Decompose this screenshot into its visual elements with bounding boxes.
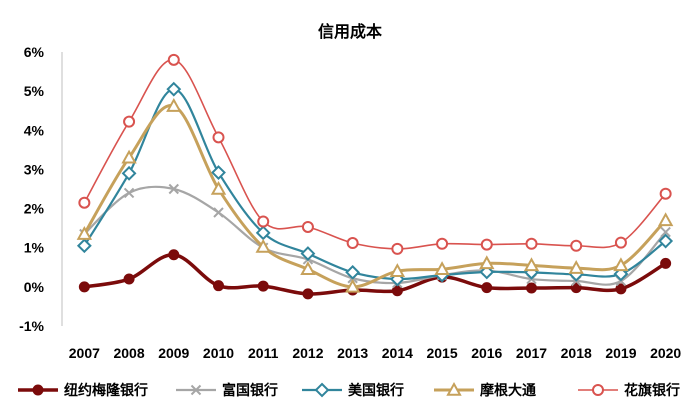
legend-item: 纽约梅隆银行	[18, 382, 148, 398]
data-point	[121, 165, 137, 181]
data-point	[123, 187, 135, 199]
data-point	[301, 220, 314, 233]
data-point	[568, 260, 584, 274]
series-1	[78, 249, 672, 300]
data-point	[659, 187, 672, 200]
data-point	[78, 196, 91, 209]
legend: 纽约梅隆银行 富国银行 美国银行 摩根大通 花旗银行	[18, 381, 680, 398]
y-tick-label: 5%	[24, 83, 45, 99]
y-axis: 6% 5% 4% 3% 2% 1% 0% -1%	[19, 44, 63, 334]
data-point	[167, 53, 180, 66]
legend-label: 纽约梅隆银行	[64, 382, 148, 398]
data-point	[78, 281, 90, 293]
x-tick-label: 2014	[382, 345, 413, 361]
data-point	[615, 283, 627, 295]
y-tick-label: 3%	[24, 161, 45, 177]
x-tick-label: 2009	[158, 345, 189, 361]
data-point	[211, 165, 226, 180]
data-point	[257, 215, 270, 228]
data-point	[614, 236, 627, 249]
series-4	[76, 97, 674, 293]
data-point	[255, 238, 271, 253]
x-tick-label: 2015	[426, 345, 457, 361]
x-tick-label: 2010	[203, 345, 234, 361]
legend-marker	[446, 381, 462, 396]
data-point	[212, 131, 225, 144]
x-tick-label: 2008	[113, 345, 144, 361]
x-tick-label: 2018	[561, 345, 592, 361]
x-tick-label: 2019	[605, 345, 636, 361]
legend-marker	[592, 384, 604, 396]
data-point	[166, 81, 182, 97]
data-point	[121, 149, 137, 164]
x-tick-label: 2012	[292, 345, 323, 361]
y-tick-label: 2%	[24, 201, 45, 217]
y-tick-label: 4%	[24, 122, 45, 138]
data-point	[660, 226, 671, 238]
data-point	[481, 282, 493, 294]
data-point	[613, 257, 629, 272]
data-point	[257, 280, 269, 292]
x-tick-label: 2017	[516, 345, 547, 361]
data-point	[570, 282, 582, 294]
legend-marker	[314, 382, 330, 398]
y-tick-label: 0%	[24, 279, 45, 295]
data-point	[344, 278, 361, 293]
legend-item: 美国银行	[302, 382, 404, 398]
data-point	[658, 233, 674, 249]
data-point	[436, 237, 449, 250]
x-tick-label: 2020	[650, 345, 681, 361]
data-point	[345, 264, 361, 280]
x-tick-label: 2016	[471, 345, 502, 361]
data-point	[213, 207, 224, 218]
legend-item: 富国银行	[176, 382, 278, 398]
data-point	[300, 246, 316, 261]
data-point	[210, 180, 227, 195]
data-point	[657, 212, 674, 227]
data-point	[434, 261, 450, 276]
legend-label: 美国银行	[348, 382, 404, 398]
x-axis: 2007 2008 2009 2010 2011 2012 2013 2014 2015 2016…	[69, 345, 682, 361]
y-tick-label: 6%	[24, 44, 45, 60]
data-point	[123, 115, 136, 128]
data-point	[660, 257, 672, 269]
data-point	[526, 282, 537, 294]
data-point	[213, 280, 224, 292]
series-5	[78, 53, 672, 255]
data-point	[123, 273, 135, 285]
x-tick-label: 2007	[69, 345, 100, 361]
data-point	[523, 257, 540, 272]
data-point	[168, 183, 179, 195]
data-point	[479, 255, 495, 270]
x-tick-label: 2011	[248, 345, 279, 361]
legend-label: 富国银行	[222, 382, 278, 398]
data-point	[480, 238, 493, 251]
x-tick-label: 2013	[337, 345, 368, 361]
data-point	[346, 237, 359, 250]
chart-title: 信用成本	[318, 22, 382, 41]
legend-marker	[190, 384, 202, 396]
data-point	[255, 225, 271, 241]
legend-item: 摩根大通	[434, 381, 536, 398]
data-point	[168, 249, 180, 261]
data-point	[302, 288, 314, 300]
data-point	[300, 261, 316, 276]
data-point	[389, 263, 406, 277]
data-point	[166, 97, 182, 112]
y-tick-label: 1%	[24, 240, 45, 256]
series-layer	[76, 53, 674, 300]
legend-item: 花旗银行	[578, 382, 680, 398]
data-point	[76, 225, 93, 240]
legend-label: 摩根大通	[480, 382, 536, 398]
data-point	[525, 237, 538, 250]
data-point	[570, 239, 583, 252]
legend-marker	[32, 384, 44, 396]
data-point	[391, 242, 404, 255]
data-point	[76, 238, 92, 254]
legend-label: 花旗银行	[624, 382, 680, 398]
y-tick-label: -1%	[19, 318, 44, 334]
